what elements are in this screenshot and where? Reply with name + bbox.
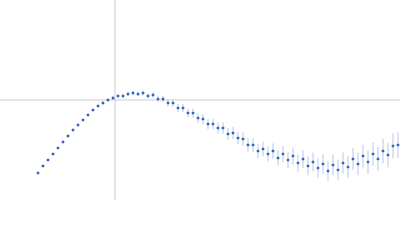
data-point (311, 160, 315, 164)
data-point (296, 161, 300, 165)
data-point (161, 97, 165, 101)
data-point (351, 157, 355, 161)
data-point (151, 93, 155, 97)
data-point (171, 101, 175, 105)
data-point (56, 146, 60, 150)
data-point (346, 165, 350, 169)
data-point (201, 117, 205, 121)
data-point (221, 126, 225, 130)
data-point (181, 106, 185, 110)
data-point (186, 111, 190, 115)
data-point (226, 132, 230, 136)
data-point (76, 123, 80, 127)
data-point (391, 144, 395, 148)
data-point (41, 164, 45, 168)
data-point (241, 137, 245, 141)
data-point (216, 126, 220, 130)
data-point (166, 101, 170, 105)
data-point (371, 152, 375, 156)
data-point (376, 157, 380, 161)
data-point (266, 152, 270, 156)
data-point (246, 143, 250, 147)
data-point (36, 171, 40, 175)
data-point (106, 98, 110, 102)
data-point (276, 156, 280, 160)
data-point (271, 149, 275, 153)
data-point (146, 94, 150, 98)
data-point (236, 136, 240, 140)
data-point (331, 163, 335, 167)
data-point (396, 143, 400, 147)
chart (0, 0, 400, 200)
data-point (121, 94, 125, 98)
data-point (141, 91, 145, 95)
data-point (366, 160, 370, 164)
data-point (206, 122, 210, 126)
data-point (336, 168, 340, 172)
data-point (256, 149, 260, 153)
data-point (131, 91, 135, 95)
data-point (306, 164, 310, 168)
data-point (101, 101, 105, 105)
data-point (361, 154, 365, 158)
data-point (291, 154, 295, 158)
data-point (136, 92, 140, 96)
data-point (341, 161, 345, 165)
data-point (261, 147, 265, 151)
data-point (66, 134, 70, 138)
data-point (51, 152, 55, 156)
data-point (281, 152, 285, 156)
data-point (191, 111, 195, 115)
data-point (111, 96, 115, 100)
data-point (46, 158, 50, 162)
data-point (231, 131, 235, 135)
data-point (116, 94, 120, 98)
data-point (286, 158, 290, 162)
data-point (86, 113, 90, 117)
data-point (176, 106, 180, 110)
data-point (211, 122, 215, 126)
data-point (316, 166, 320, 170)
data-point (156, 97, 160, 101)
data-point (126, 92, 130, 96)
data-point (91, 108, 95, 112)
data-point (71, 128, 75, 132)
data-point (301, 157, 305, 161)
data-point (386, 153, 390, 157)
data-point (251, 143, 255, 147)
data-point (61, 140, 65, 144)
data-point (381, 149, 385, 153)
data-point (326, 169, 330, 173)
data-point (196, 116, 200, 120)
data-point (356, 162, 360, 166)
data-point (321, 162, 325, 166)
data-point (96, 104, 100, 108)
data-point (81, 118, 85, 122)
